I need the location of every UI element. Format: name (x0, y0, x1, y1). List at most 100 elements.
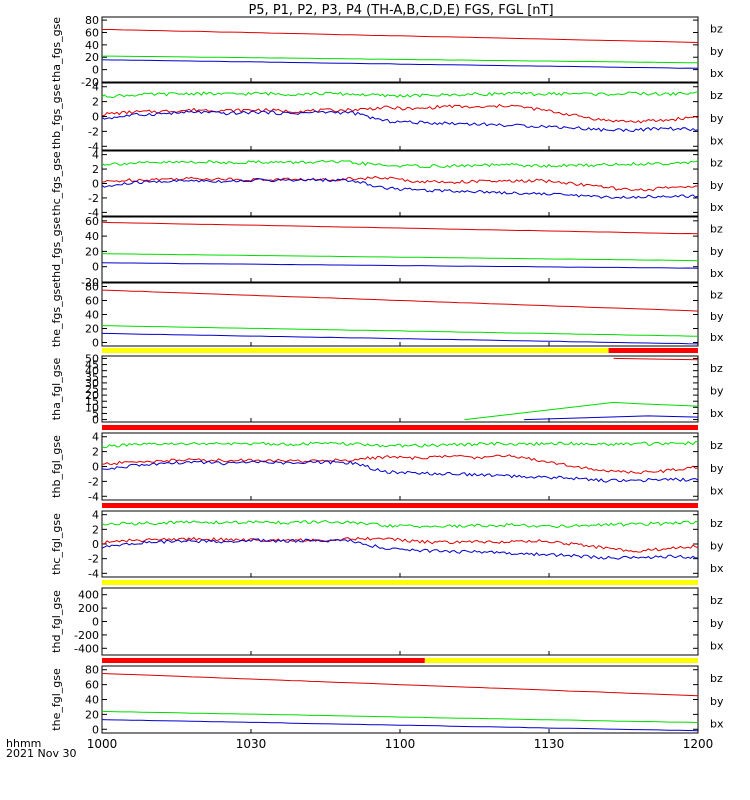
series-bz-line (101, 221, 699, 235)
legend-bz: bz (710, 672, 723, 685)
status-bar (102, 503, 698, 508)
date-label: 2021 Nov 30 (6, 747, 76, 760)
panel-label: thd_fgl_gse (50, 590, 63, 653)
panel-label: thb_fgs_gse (50, 84, 63, 150)
y-tick-label: 0 (92, 261, 99, 274)
panel-thd_fgs_gse: -20 0 20 40 60 thd_fgs_gse bz by bx (50, 215, 724, 289)
series-bx-line (101, 110, 699, 133)
panel-thc_fgs_gse: -4-20 24 thc_fgs_gse bz by bx (50, 149, 724, 220)
series-bz-line (101, 454, 699, 475)
legend-bx: bx (710, 331, 724, 344)
series-bz-line (101, 103, 699, 124)
y-tick-label: 2 (92, 523, 99, 536)
y-tick-label: 4 (92, 149, 99, 162)
panel-frame (101, 16, 699, 83)
legend-by: by (710, 617, 724, 630)
x-tick-label: 1000 (87, 737, 118, 751)
status-segment-yellow (424, 658, 698, 663)
panel-frame (101, 432, 699, 501)
panel-label: the_fgs_gse (50, 282, 63, 347)
y-tick-label: 35 (85, 371, 99, 384)
y-tick-label: 2 (92, 446, 99, 459)
legend-by: by (710, 462, 724, 475)
legend-bx: bx (710, 640, 724, 653)
y-tick-label: 4 (92, 81, 99, 94)
series-by-line (464, 401, 699, 421)
status-segment-yellow (102, 348, 609, 353)
y-tick-label: 80 (85, 664, 99, 677)
legend-bz: bz (710, 223, 723, 236)
legend-by: by (710, 112, 724, 125)
y-tick-label: 20 (85, 245, 99, 258)
legend-by: by (710, 245, 724, 258)
series-bz-line (613, 357, 699, 361)
panel-label: tha_fgs_gse (50, 17, 63, 82)
status-segment-red (102, 503, 698, 508)
legend-bx: bx (710, 407, 724, 420)
panel-thb_fgl_gse: -4 -20 2 4 thb_fgl_gse bz by bx (50, 431, 724, 504)
y-tick-label: 4 (92, 509, 99, 522)
y-tick-label: 60 (85, 295, 99, 308)
legend-bz: bz (710, 23, 723, 36)
series-bx-line (101, 262, 699, 269)
status-bar (102, 348, 698, 353)
panel-label: thb_fgl_gse (50, 435, 63, 498)
y-tick-label: -400 (74, 642, 99, 655)
legend-bx: bx (710, 67, 724, 80)
series-bz-line (101, 673, 699, 697)
legend-by: by (710, 179, 724, 192)
y-tick-label: 20 (85, 389, 99, 402)
panel-frame (101, 587, 699, 656)
x-tick-label: 1130 (534, 737, 565, 751)
y-tick-label: 20 (85, 708, 99, 721)
x-tick-label: 1200 (683, 737, 714, 751)
legend-bz: bz (710, 439, 723, 452)
y-tick-label: 0 (92, 538, 99, 551)
y-tick-label: -2 (88, 125, 99, 138)
legend-by: by (710, 310, 724, 323)
legend-bz: bz (710, 157, 723, 170)
status-bar (102, 425, 698, 430)
chart-title: P5, P1, P2, P3, P4 (TH-A,B,C,D,E) FGS, F… (248, 3, 553, 18)
y-tick-label: 80 (85, 281, 99, 294)
series-bz-line (101, 175, 699, 192)
y-tick-label: 25 (85, 383, 99, 396)
legend-bz: bz (710, 288, 723, 301)
y-tick-label: 2 (92, 163, 99, 176)
legend-bz: bz (710, 594, 723, 607)
legend-bz: bz (710, 517, 723, 530)
legend-bx: bx (710, 201, 724, 214)
panel-label: tha_fgl_gse (50, 358, 63, 421)
legend-bz: bz (710, 362, 723, 375)
series-bz-line (102, 29, 699, 43)
y-tick-label: -2 (88, 553, 99, 566)
status-bar (102, 658, 698, 663)
panel-label: the_fgl_gse (50, 668, 63, 731)
panel-label: thd_fgs_gse (50, 217, 63, 283)
status-segment-red (608, 348, 698, 353)
y-tick-label: 60 (85, 215, 99, 228)
y-tick-label: -4 (88, 567, 99, 580)
legend-by: by (710, 539, 724, 552)
y-tick-label: -4 (88, 140, 99, 153)
y-tick-label: 2 (92, 96, 99, 109)
y-tick-label: 0 (92, 723, 99, 736)
series-by-line (101, 159, 699, 169)
y-tick-label: 0 (92, 337, 99, 350)
y-tick-label: 80 (85, 14, 99, 27)
panel-label: thc_fgs_gse (50, 151, 63, 216)
series-bx-line (101, 538, 699, 560)
legend-bx: bx (710, 562, 724, 575)
legend-by: by (710, 384, 724, 397)
time-axis: 1000 1030 1100 1130 1200 (87, 737, 714, 751)
y-tick-label: 5 (92, 407, 99, 420)
x-tick-label: 1030 (236, 737, 267, 751)
series-bx-line (524, 415, 699, 421)
series-bz-line (101, 536, 699, 553)
